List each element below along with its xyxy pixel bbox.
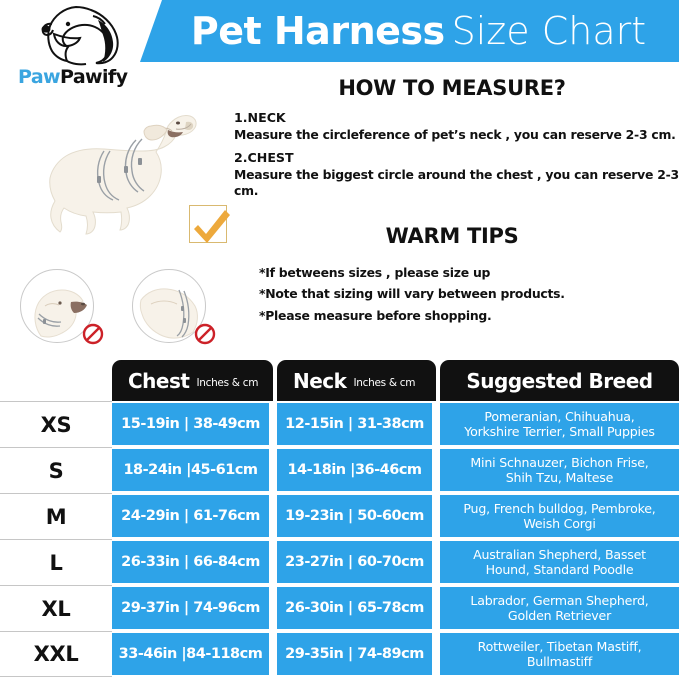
table-row: L 26-33in | 66-84cm 23-27in | 60-70cm Au… [0,539,679,585]
warm-tips-body: *If betweens sizes , please size up *Not… [259,262,679,326]
cell-size: XXL [0,631,112,677]
logo-text-secondary: Pawify [60,66,128,88]
incorrect-photo-2 [132,269,206,343]
cell-chest: 29-37in | 74-96cm [112,585,273,631]
tip-line-3: *Please measure before shopping. [259,307,492,323]
cell-size: XS [0,401,112,447]
tip-line-1: *If betweens sizes , please size up [259,265,491,280]
dog-head-icon [41,5,119,66]
how-to-measure-body: 1.NECK Measure the circleference of pet’… [234,108,679,206]
table-header-row: Chest Inches & cm Neck Inches & cm Sugge… [0,356,679,401]
cell-breed: Pomeranian, Chihuahua, Yorkshire Terrier,… [440,401,679,447]
logo-wordmark: PawPawify [18,66,128,88]
table-row: S 18-24in |45-61cm 14-18in |36-46cm Mini… [0,447,679,493]
cell-chest: 26-33in | 66-84cm [112,539,273,585]
cell-size: M [0,493,112,539]
prohibited-icon [194,323,216,345]
cell-chest: 24-29in | 61-76cm [112,493,273,539]
incorrect-example-1 [16,267,108,347]
tape-marks [97,158,142,183]
column-header-chest-label: Chest [128,368,190,393]
cell-size: S [0,447,112,493]
table-row: M 24-29in | 61-76cm 19-23in | 50-60cm Pu… [0,493,679,539]
incorrect-examples [8,267,223,347]
incorrect-photo-1 [20,269,94,343]
dog-measuring-illustration [49,115,197,235]
column-header-neck: Neck Inches & cm [277,360,436,401]
cell-chest: 15-19in | 38-49cm [112,401,273,447]
incorrect-example-2 [128,267,220,347]
measure-item-label-1: 1.NECK [234,110,286,125]
dog-body-photo-icon [139,288,198,339]
cell-neck: 12-15in | 31-38cm [277,401,436,447]
cell-neck: 19-23in | 50-60cm [277,493,436,539]
warm-tips-heading: WARM TIPS [385,224,519,248]
page-title: Pet Harness Size Chart [173,12,646,50]
column-header-breed: Suggested Breed [440,360,679,401]
measure-item-text-1: Measure the circleference of pet’s neck … [234,126,676,142]
cell-neck: 23-27in | 60-70cm [277,539,436,585]
dog-head-photo-icon [34,289,87,338]
checkmark-icon [194,210,230,243]
column-header-chest: Chest Inches & cm [112,360,273,401]
column-header-neck-units: Inches & cm [353,376,416,389]
title-bold-part: Pet Harness [190,9,445,53]
measure-item-label-2: 2.CHEST [234,149,294,165]
cell-breed: Rottweiler, Tibetan Mastiff, Bullmastiff [440,631,679,677]
cell-breed: Mini Schnauzer, Bichon Frise, Shih Tzu, M… [440,447,679,493]
cell-neck: 14-18in |36-46cm [277,447,436,493]
tip-line-2: *Note that sizing will vary between prod… [259,286,565,302]
logo-text-primary: Paw [18,66,61,88]
table-row: XXL 33-46in |84-118cm 29-35in | 74-89cm … [0,631,679,677]
column-header-neck-label: Neck [293,368,347,393]
brand-logo: PawPawify [12,4,142,100]
table-row: XS 15-19in | 38-49cm 12-15in | 31-38cm P… [0,401,679,447]
table-row: XL 29-37in | 74-96cm 26-30in | 65-78cm L… [0,585,679,631]
cell-neck: 26-30in | 65-78cm [277,585,436,631]
column-header-breed-label: Suggested Breed [466,368,653,393]
header-banner: Pet Harness Size Chart [140,0,679,62]
size-table: Chest Inches & cm Neck Inches & cm Sugge… [0,356,679,679]
prohibited-icon [82,323,104,345]
cell-breed: Labrador, German Shepherd, Golden Retriev… [440,585,679,631]
cell-size: L [0,539,112,585]
cell-breed: Pug, French bulldog, Pembroke, Weish Corg… [440,493,679,539]
measure-item-text-2: Measure the biggest circle around the ch… [234,166,679,198]
cell-neck: 29-35in | 74-89cm [277,631,436,677]
how-to-measure-heading: HOW TO MEASURE? [338,76,566,100]
cell-chest: 18-24in |45-61cm [112,447,273,493]
cell-size: XL [0,585,112,631]
title-light-part: Size Chart [451,9,647,53]
cell-chest: 33-46in |84-118cm [112,631,273,677]
column-header-chest-units: Inches & cm [196,376,259,389]
cell-breed: Australian Shepherd, Basset Hound, Standa… [440,539,679,585]
